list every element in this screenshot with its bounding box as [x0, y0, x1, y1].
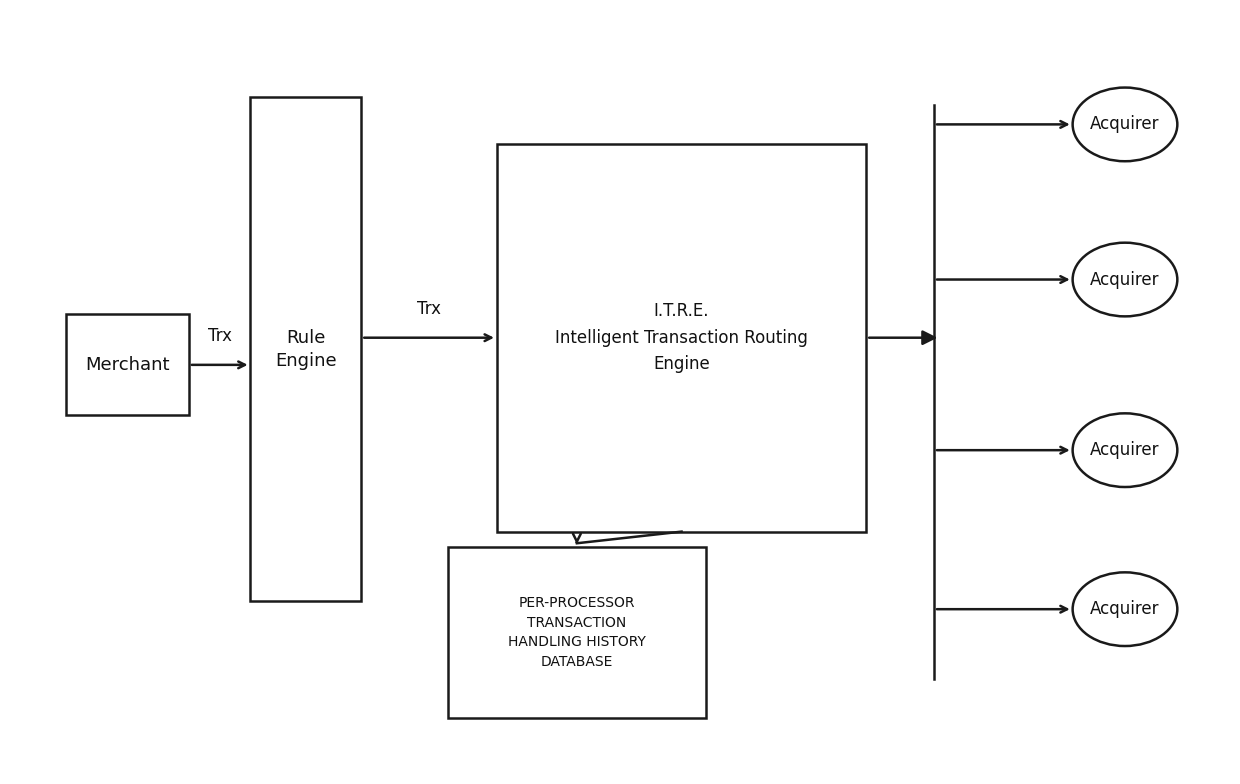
- Ellipse shape: [1073, 243, 1177, 317]
- Text: Acquirer: Acquirer: [1090, 601, 1159, 619]
- Bar: [250, 97, 361, 601]
- Ellipse shape: [1073, 413, 1177, 487]
- Text: Trx: Trx: [208, 328, 232, 346]
- Bar: [497, 143, 867, 532]
- Text: I.T.R.E.
Intelligent Transaction Routing
Engine: I.T.R.E. Intelligent Transaction Routing…: [556, 303, 808, 373]
- Text: Acquirer: Acquirer: [1090, 270, 1159, 289]
- Bar: [448, 547, 707, 718]
- Ellipse shape: [1073, 572, 1177, 646]
- Text: PER-PROCESSOR
TRANSACTION
HANDLING HISTORY
DATABASE: PER-PROCESSOR TRANSACTION HANDLING HISTO…: [508, 596, 646, 669]
- Ellipse shape: [1073, 88, 1177, 162]
- Text: Acquirer: Acquirer: [1090, 441, 1159, 459]
- Text: Trx: Trx: [417, 300, 441, 318]
- Bar: [66, 314, 188, 416]
- Text: Merchant: Merchant: [86, 356, 170, 374]
- Text: Rule
Engine: Rule Engine: [275, 328, 337, 370]
- Text: Acquirer: Acquirer: [1090, 115, 1159, 133]
